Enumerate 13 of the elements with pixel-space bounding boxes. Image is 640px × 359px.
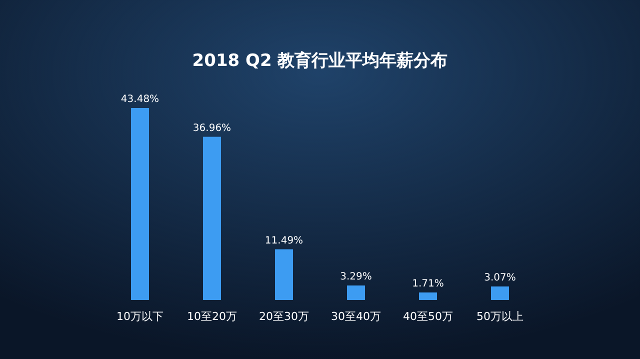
chart-title: 2018 Q2 教育行业平均年薪分布 [192, 50, 448, 71]
data-label: 3.07% [484, 272, 516, 284]
data-label: 43.48% [120, 94, 160, 105]
data-label: 3.29% [340, 271, 372, 282]
x-tick-label: 20至30万 [259, 310, 309, 323]
x-tick-label: 50万以上 [476, 310, 524, 323]
data-label: 11.49% [264, 235, 304, 246]
x-tick-label: 10至20万 [187, 310, 237, 323]
data-label: 36.96% [192, 122, 232, 134]
x-tick-label: 10万以下 [116, 310, 164, 323]
x-tick-label: 30至40万 [331, 310, 381, 323]
data-label: 1.71% [412, 278, 444, 290]
x-tick-label: 40至50万 [403, 310, 453, 323]
